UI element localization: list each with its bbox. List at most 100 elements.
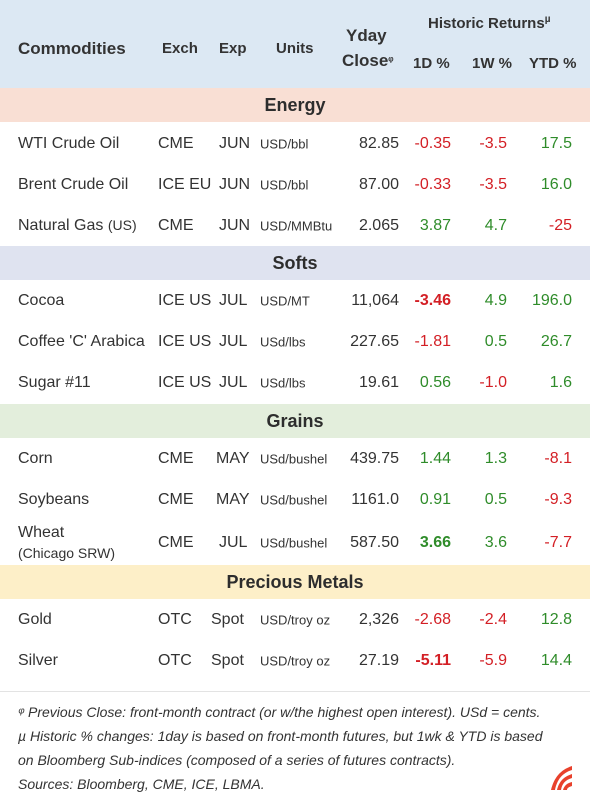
return-1w: 3.6 xyxy=(484,534,507,551)
return-ytd: 17.5 xyxy=(540,135,572,152)
units: USD/MMBtu xyxy=(260,218,333,234)
commodity-name: Cocoa xyxy=(18,292,65,309)
return-ytd: 1.6 xyxy=(549,374,572,391)
exchange: CME xyxy=(158,534,194,551)
return-ytd: 16.0 xyxy=(540,176,572,193)
yday-close: 87.00 xyxy=(358,176,399,193)
commodity-name: Sugar #11 xyxy=(18,374,91,391)
table-row: Corn CME MAY USd/bushel 439.75 1.44 1.3 … xyxy=(0,439,590,479)
brand-logo-icon xyxy=(551,766,572,790)
section-softs: Softs xyxy=(0,246,590,280)
commodity-name-suffix: (US) xyxy=(107,217,137,233)
footnote-sources: Sources: Bloomberg, CME, ICE, LBMA. xyxy=(18,776,265,792)
commodity-name: Corn xyxy=(18,450,53,467)
units: USd/lbs xyxy=(260,375,306,391)
commodity-name: Natural Gas (US) xyxy=(18,217,137,234)
return-ytd: -8.1 xyxy=(544,450,572,467)
return-1w: 4.7 xyxy=(484,217,507,234)
exchange: ICE US xyxy=(158,292,212,309)
return-1w: 0.5 xyxy=(484,333,507,350)
units: USd/bushel xyxy=(260,535,328,551)
return-1d: 0.91 xyxy=(419,491,451,508)
return-1d: 1.44 xyxy=(419,450,451,467)
units: USD/troy oz xyxy=(260,653,331,669)
expiry: Spot xyxy=(211,652,244,669)
return-1d: -0.35 xyxy=(414,135,451,152)
units: USD/MT xyxy=(260,293,310,309)
footnote-previous-close: ᵠ Previous Close: front-month contract (… xyxy=(18,704,541,720)
footnote-historic-changes: µ Historic % changes: 1day is based on f… xyxy=(18,728,543,744)
header-exch: Exch xyxy=(162,40,198,57)
expiry: JUN xyxy=(219,217,251,234)
expiry: JUL xyxy=(219,534,248,551)
header-1w: 1W % xyxy=(472,55,513,72)
return-1w: -2.4 xyxy=(479,611,507,628)
return-1d: -3.46 xyxy=(414,292,451,309)
return-1d: 0.56 xyxy=(419,374,451,391)
yday-close: 2,326 xyxy=(358,611,399,628)
footnotes: ᵠ Previous Close: front-month contract (… xyxy=(18,700,578,796)
exchange: OTC xyxy=(158,652,192,669)
header-1d: 1D % xyxy=(413,55,450,72)
return-1d: -2.68 xyxy=(414,611,451,628)
table-row: Natural Gas (US) CME JUN USD/MMBtu 2.065… xyxy=(0,206,590,246)
exchange: OTC xyxy=(158,611,192,628)
commodity-name: Brent Crude Oil xyxy=(18,176,129,193)
units: USD/troy oz xyxy=(260,612,331,628)
header-exp: Exp xyxy=(219,40,247,57)
return-1w: -5.9 xyxy=(479,652,507,669)
header-units: Units xyxy=(276,40,314,57)
exchange: ICE US xyxy=(158,333,212,350)
commodity-name: Soybeans xyxy=(18,491,90,508)
units: USd/lbs xyxy=(260,334,306,350)
yday-close: 11,064 xyxy=(351,292,399,309)
return-1w: 4.9 xyxy=(484,292,507,309)
return-1d: 3.87 xyxy=(419,217,451,234)
commodity-name-sub: (Chicago SRW) xyxy=(18,545,115,561)
header-close: Closeᵠ xyxy=(342,51,394,70)
return-ytd: 26.7 xyxy=(540,333,572,350)
expiry: JUN xyxy=(219,135,251,152)
yday-close: 27.19 xyxy=(358,652,399,669)
return-ytd: 196.0 xyxy=(531,292,572,309)
commodity-name: Coffee 'C' Arabica xyxy=(18,333,145,350)
expiry: JUL xyxy=(219,333,248,350)
header-ytd: YTD % xyxy=(529,55,577,72)
return-ytd: 14.4 xyxy=(540,652,572,669)
yday-close: 227.65 xyxy=(350,333,399,350)
units: USD/bbl xyxy=(260,177,309,193)
table-row: Soybeans CME MAY USd/bushel 1161.0 0.91 … xyxy=(0,480,590,520)
return-1w: 0.5 xyxy=(484,491,507,508)
section-grains: Grains xyxy=(0,404,590,438)
exchange: CME xyxy=(158,450,194,467)
table-row: Gold OTC Spot USD/troy oz 2,326 -2.68 -2… xyxy=(0,600,590,640)
return-1d: -5.11 xyxy=(415,652,451,669)
return-ytd: -25 xyxy=(548,217,572,234)
table-row: Cocoa ICE US JUL USD/MT 11,064 -3.46 4.9… xyxy=(0,281,590,321)
exchange: CME xyxy=(158,217,194,234)
return-1d: -0.33 xyxy=(414,176,451,193)
return-1w: -1.0 xyxy=(479,374,507,391)
header-commodities: Commodities xyxy=(18,39,126,58)
table-row: Brent Crude Oil ICE EU JUN USD/bbl 87.00… xyxy=(0,165,590,205)
return-ytd: -7.7 xyxy=(544,534,572,551)
units: USd/bushel xyxy=(260,451,328,467)
yday-close: 82.85 xyxy=(358,135,399,152)
expiry: MAY xyxy=(216,491,250,508)
section-energy: Energy xyxy=(0,88,590,122)
return-1d: -1.81 xyxy=(414,333,451,350)
return-1d: 3.66 xyxy=(419,534,451,551)
yday-close: 587.50 xyxy=(350,534,399,551)
expiry: JUN xyxy=(219,176,251,193)
units: USd/bushel xyxy=(260,492,328,508)
commodity-name: Wheat (Chicago SRW) xyxy=(18,524,115,561)
return-ytd: -9.3 xyxy=(544,491,572,508)
header-yday: Yday xyxy=(346,26,387,45)
table-row: Sugar #11 ICE US JUL USd/lbs 19.61 0.56 … xyxy=(0,363,590,403)
header-historic-mark: µ xyxy=(544,14,551,25)
section-precious-metals: Precious Metals xyxy=(0,565,590,599)
table-row: Wheat (Chicago SRW) CME JUL USd/bushel 58… xyxy=(0,521,590,565)
units: USD/bbl xyxy=(260,136,309,152)
exchange: ICE EU xyxy=(158,176,212,193)
exchange: ICE US xyxy=(158,374,212,391)
